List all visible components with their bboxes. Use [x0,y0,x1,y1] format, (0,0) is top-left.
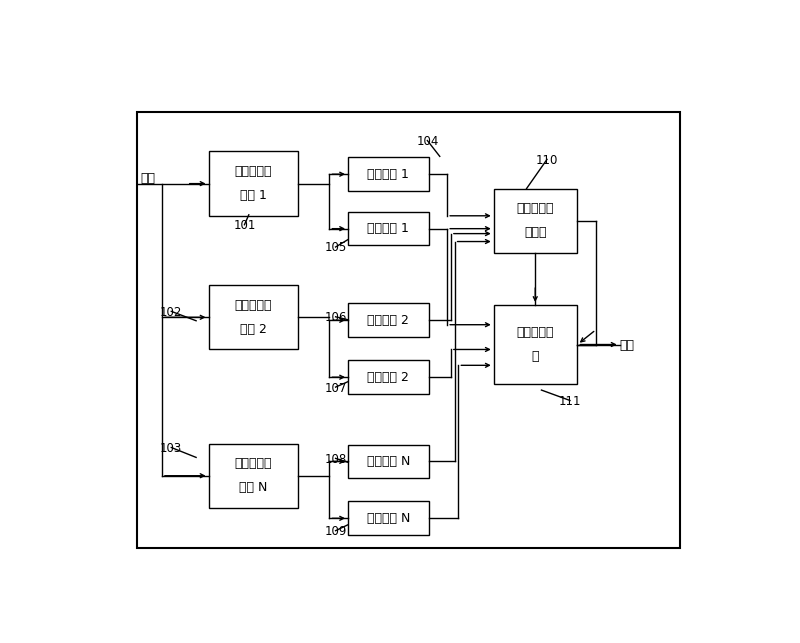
Text: 111: 111 [558,395,582,408]
Bar [209,444,298,508]
Text: 环路 1: 环路 1 [240,189,267,202]
Bar [494,305,578,384]
Bar [138,112,680,548]
Text: 存储模块 2: 存储模块 2 [367,371,410,384]
Text: 位同步跟踪: 位同步跟踪 [234,457,272,470]
Text: 信号有效判: 信号有效判 [517,203,554,215]
Text: 103: 103 [160,442,182,455]
Text: 110: 110 [536,154,558,167]
Text: 校验模块 N: 校验模块 N [366,455,410,468]
Bar [348,444,429,478]
Text: 输出: 输出 [619,339,634,352]
Text: 决模块: 决模块 [524,226,547,239]
Text: 106: 106 [325,311,347,324]
Text: 位同步跟踪: 位同步跟踪 [234,299,272,312]
Text: 105: 105 [325,242,346,255]
Bar [209,151,298,216]
Text: 104: 104 [416,135,438,148]
Text: 环路 N: 环路 N [239,481,268,494]
Bar [494,188,578,253]
Text: 位同步跟踪: 位同步跟踪 [234,165,272,178]
Text: 101: 101 [234,219,256,232]
Text: 109: 109 [325,525,347,538]
Text: 环路 2: 环路 2 [240,323,267,336]
Bar [209,285,298,350]
Bar [348,212,429,246]
Text: 存储模块 1: 存储模块 1 [367,222,410,235]
Text: 输入: 输入 [140,172,155,185]
Bar [348,158,429,191]
Bar [348,502,429,535]
Text: 选择输出模: 选择输出模 [517,326,554,339]
Bar [348,303,429,337]
Text: 校验模块 1: 校验模块 1 [367,168,410,181]
Text: 存储模块 N: 存储模块 N [366,512,410,525]
Bar [348,360,429,394]
Text: 块: 块 [532,350,539,363]
Text: 校验模块 2: 校验模块 2 [367,314,410,327]
Text: 108: 108 [325,453,346,466]
Text: 102: 102 [160,306,182,319]
Text: 107: 107 [325,381,347,395]
